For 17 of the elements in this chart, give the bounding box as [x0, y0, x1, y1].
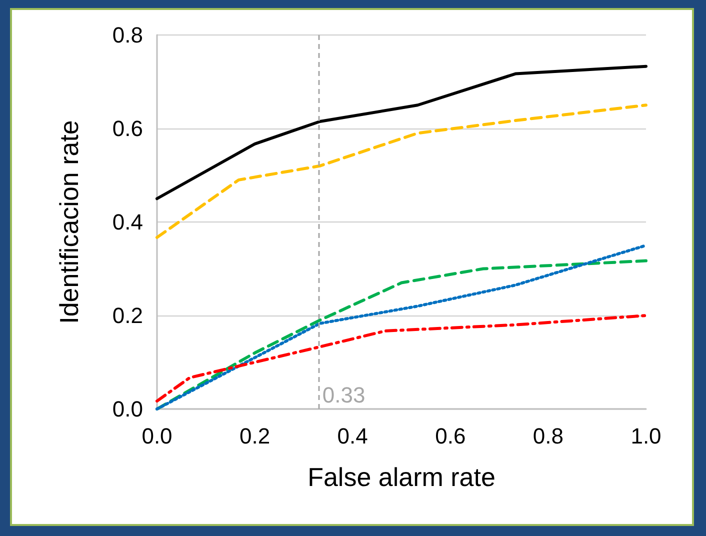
y-tick-label: 0.0 [112, 396, 143, 422]
x-tick-label: 0.0 [142, 424, 172, 448]
y-tick-label: 0.4 [112, 210, 143, 234]
y-tick-label: 0.2 [112, 303, 143, 328]
x-tick-label: 1.0 [630, 424, 662, 448]
line-series [156, 314, 648, 403]
x-tick-label: 0.2 [240, 424, 270, 448]
y-tick-label: 0.8 [112, 22, 143, 48]
ref-line-label: 0.33 [322, 382, 366, 408]
y-axis-title: Identificacion rate [54, 120, 84, 324]
x-tick-label: 0.6 [435, 424, 466, 448]
line-series [156, 64, 648, 200]
line-series [156, 104, 648, 239]
x-tick-label: 0.4 [337, 424, 368, 448]
x-axis-title: False alarm rate [308, 462, 496, 492]
y-tick-label: 0.6 [112, 116, 143, 141]
x-tick-label: 0.8 [532, 424, 564, 448]
